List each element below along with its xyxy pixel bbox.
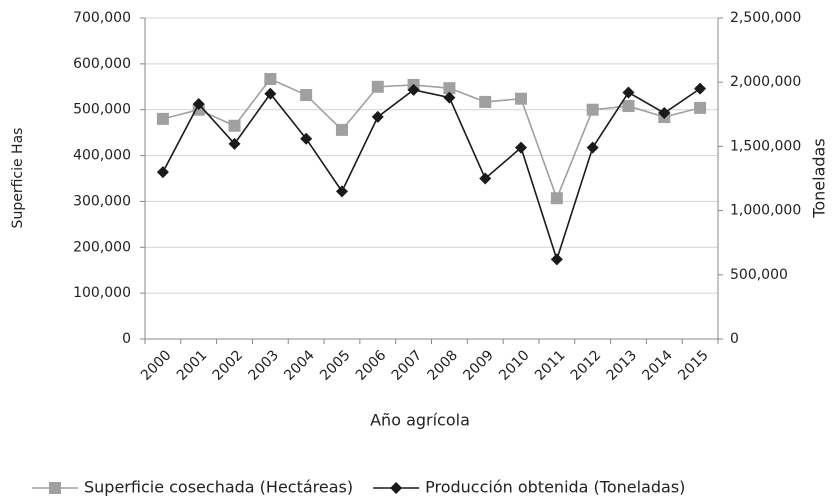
x-tick-label: 2005 [317,347,354,384]
y2-tick-label: 1,000,000 [730,203,801,219]
data-point [371,110,384,123]
x-tick-label: 2001 [174,347,211,384]
data-point [550,192,563,205]
data-point [694,82,707,95]
data-point [658,107,671,120]
data-point [264,87,277,100]
x-tick-label: 2002 [210,347,247,384]
x-tick-label: 2003 [245,347,282,384]
y2-tick-label: 500,000 [730,267,788,283]
data-point [479,95,492,108]
data-point [515,141,528,154]
y2-tick-label: 2,000,000 [730,74,801,90]
data-point [156,112,169,125]
data-point [228,137,241,150]
data-point [192,98,205,111]
x-tick-label: 2007 [389,347,426,384]
x-tick-label: 2015 [675,347,712,384]
x-axis-title: Año agrícola [370,411,470,430]
y-tick-label: 0 [122,331,131,347]
y-axis-title: Superficie Has [10,128,26,229]
data-point [586,141,599,154]
y2-axis-title: Toneladas [810,138,829,218]
data-point [264,72,277,85]
series-line [162,78,701,201]
y-tick-label: 500,000 [73,102,131,118]
data-point [407,83,420,96]
y-tick-label: 100,000 [73,285,131,301]
data-point [694,101,707,114]
x-tick-label: 2004 [281,347,318,384]
data-point [300,89,313,102]
series-line [162,87,701,263]
x-tick-label: 2010 [496,347,533,384]
data-point [586,103,599,116]
x-tick-label: 2011 [532,347,569,384]
x-tick-label: 2014 [639,347,676,384]
data-point [228,119,241,132]
y-tick-label: 300,000 [73,193,131,209]
legend-marker [49,482,61,494]
legend-label: Producción obtenida (Toneladas) [425,478,685,497]
data-point [300,132,313,145]
y2-tick-label: 2,500,000 [730,10,801,26]
y-tick-label: 600,000 [73,56,131,72]
y2-tick-label: 0 [730,331,739,347]
y-tick-label: 400,000 [73,148,131,164]
data-point [550,253,563,266]
legend-marker [390,482,403,494]
x-tick-label: 2013 [604,347,641,384]
data-point [622,100,635,113]
legend-label: Superficie cosechada (Hectáreas) [84,478,353,497]
x-tick-label: 2000 [138,347,175,384]
x-tick-label: 2008 [425,347,462,384]
data-point [371,80,384,93]
x-tick-label: 2009 [460,347,497,384]
data-point [335,185,348,198]
y2-tick-label: 1,500,000 [730,138,801,154]
data-point [443,91,456,104]
data-point [335,123,348,136]
x-tick-label: 2006 [353,347,390,384]
data-point [479,172,492,185]
data-point [443,82,456,95]
x-tick-label: 2012 [568,347,605,384]
data-point [622,86,635,99]
data-point [156,166,169,179]
y-tick-label: 200,000 [73,239,131,255]
data-point [515,92,528,105]
y-tick-label: 700,000 [73,10,131,26]
